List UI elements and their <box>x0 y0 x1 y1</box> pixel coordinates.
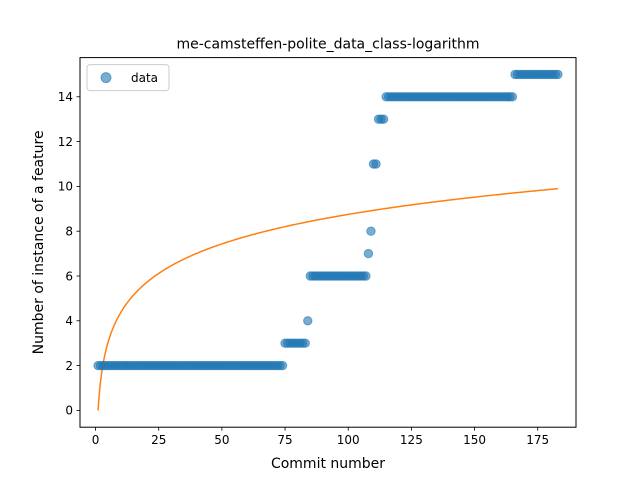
x-tick-label: 175 <box>526 433 549 447</box>
y-tick-label: 12 <box>58 135 73 149</box>
data-point <box>371 159 381 169</box>
x-tick-label: 125 <box>400 433 423 447</box>
y-tick-label: 0 <box>65 404 73 418</box>
data-point <box>361 271 371 281</box>
data-point <box>366 226 376 236</box>
data-point <box>363 248 374 259</box>
y-tick-label: 10 <box>58 180 73 194</box>
data-point <box>378 114 389 124</box>
plot-area <box>93 69 563 411</box>
y-tick-label: 8 <box>65 225 73 239</box>
data-point <box>303 316 313 326</box>
legend-box <box>86 64 170 92</box>
x-tick-label: 150 <box>463 433 486 447</box>
y-tick-label: 6 <box>65 269 73 283</box>
data-point <box>300 338 310 348</box>
legend-marker-data <box>100 72 112 84</box>
x-tick-label: 25 <box>151 433 166 447</box>
y-tick-label: 2 <box>65 359 73 373</box>
y-axis-label: Number of instance of a feature <box>31 130 47 354</box>
legend: data <box>86 64 170 92</box>
data-point <box>277 360 288 371</box>
x-tick-label: 50 <box>214 433 229 447</box>
y-tick-label: 4 <box>65 314 73 328</box>
fit-curve <box>97 187 559 411</box>
chart-title: me-camsteffen-polite_data_class-logarith… <box>176 37 479 53</box>
plot-frame <box>79 57 577 428</box>
y-tick-label: 14 <box>58 90 73 104</box>
x-tick-label: 100 <box>337 433 360 447</box>
axis-ticks: 0 25 50 75 100 125 150 175 0 2 4 6 8 10 12 14 <box>58 90 549 447</box>
data-point <box>553 69 563 80</box>
legend-label-data: data <box>131 71 158 85</box>
x-tick-label: 75 <box>277 433 292 447</box>
data-point <box>507 92 518 102</box>
x-axis-label: Commit number <box>271 456 385 472</box>
x-tick-label: 0 <box>92 433 100 447</box>
